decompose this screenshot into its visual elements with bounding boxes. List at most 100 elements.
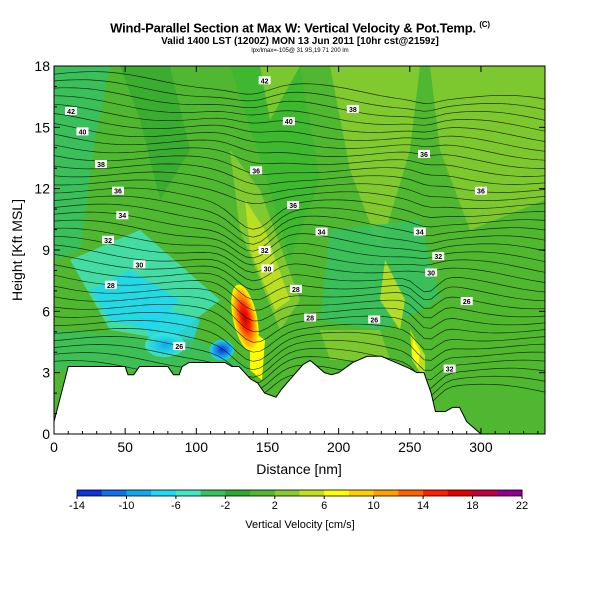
colorbar-swatch [175,490,202,496]
contour-label-bg [443,364,456,373]
downdraft-core [210,340,234,360]
contour-label: 36 [114,189,122,196]
isentrope-line [54,195,545,238]
colorbar-swatch [398,490,424,496]
colorbar-tick-label: -10 [118,500,134,512]
isentrope-line [54,79,545,112]
potential-temperature-contours [54,71,545,405]
isentrope-line [54,163,545,193]
y-axis-label: Height [Kft MSL] [9,199,25,301]
chart-subsubtitle: lpx/lmax=-105@ 31 9S,19 71 200 lm [251,48,349,54]
isentrope-line [54,352,545,398]
contour-label-bg [112,186,125,195]
contour-label-bg [315,227,328,236]
contour-label-bg [418,149,431,158]
isentrope-line [54,171,545,201]
contour-label: 40 [285,119,293,126]
isentrope-line [54,285,545,322]
isentrope-line [54,187,545,230]
colorbar-label: Vertical Velocity [cm/s] [245,519,354,531]
x-tick-label: 100 [185,439,209,455]
colorbar-tick-label: -14 [69,500,85,512]
chart-subtitle: Valid 1400 LST (1200Z) MON 13 Jun 2011 [… [161,36,439,47]
contour-label: 34 [318,230,326,237]
y-tick-label: 9 [42,242,50,258]
colorbar-swatch [250,490,276,496]
contour-label-bg [102,235,115,244]
x-tick-label: 150 [256,439,280,455]
isentrope-line [54,71,545,104]
colorbar-swatch [497,490,523,496]
x-tick-label: 200 [327,439,351,455]
contour-label: 36 [252,168,260,175]
colorbar-swatch [348,490,375,496]
contour-label-bg [346,104,359,113]
contour-label-bg [261,264,274,273]
colorbar-swatch [274,490,300,496]
contour-label-bg [250,166,263,175]
contour-label: 30 [135,262,143,269]
colorbar-ticks: -14 -10 -6 -2 2 6 10 14 18 22 [69,496,528,512]
isentrope-line [54,219,545,259]
terrain-mask [54,355,545,434]
y-tick-label: 0 [42,426,50,442]
y-tick-label: 12 [34,181,50,197]
contour-label-bg [474,186,487,195]
contour-labels: 42 40 38 36 34 32 30 28 26 42 40 38 36 36 36 36 34 34 32 32… [65,76,487,374]
contour-label-bg [413,227,426,236]
x-axis: 0 50 100 150 200 250 300 [50,66,539,455]
x-tick-label: 250 [398,439,422,455]
colorbar-swatch [324,490,350,496]
contour-label-bg [104,280,117,289]
colorbar-tick-label: 2 [272,500,278,512]
x-tick-label: 50 [117,439,133,455]
colorbar-tick-label: 22 [516,500,528,512]
colorbar-swatch [151,490,177,496]
contour-label: 28 [306,315,314,322]
isentrope-line [54,123,545,161]
contour-label-bg [258,76,271,85]
isentrope-line [54,144,545,177]
contour-label: 42 [261,78,269,85]
contour-label: 36 [477,189,485,196]
contour-label-bg [133,260,146,269]
colorbar-swatch [225,490,251,496]
isentrope-line [54,254,545,293]
contour-label-bg [282,117,295,126]
contour-label: 32 [104,238,112,245]
isentrope-line [54,295,545,333]
contour-label-bg [65,106,78,115]
contour-label-bg [432,252,445,261]
contour-label-bg [368,315,381,324]
plot-area: 42 40 38 36 34 32 30 28 26 42 40 38 36 36 36 36 34 34 32 32… [54,66,545,434]
colorbar-tick-label: 18 [466,500,478,512]
isentrope-line [54,155,545,185]
colorbar-tick-label: -2 [220,500,230,512]
colorbar-tick-label: 10 [368,500,380,512]
colorbar-swatch [423,490,449,496]
isentrope-line [54,211,545,252]
y-tick-label: 3 [42,365,50,381]
y-tick-label: 18 [34,58,50,74]
isentrope-line [54,303,545,343]
contour-label: 38 [97,162,105,169]
contour-label-bg [173,342,186,351]
contour-label: 28 [107,283,115,290]
isentrope-line [54,344,545,390]
colorbar-swatch [447,490,474,496]
contour-label: 30 [264,266,272,273]
contour-label-bg [94,160,107,169]
contour-label: 34 [416,230,424,237]
contour-label-bg [287,201,300,210]
contour-label: 36 [289,203,297,210]
isentrope-line [54,203,545,245]
contour-label: 30 [427,270,435,277]
contour-label-bg [425,268,438,277]
y-tick-label: 15 [34,119,50,135]
isentrope-line [54,336,545,381]
contour-label: 26 [370,318,378,325]
contour-label: 26 [463,299,471,306]
colorbar-swatch [101,490,127,496]
contour-label: 42 [67,109,75,116]
colorbar-swatch [299,490,325,496]
